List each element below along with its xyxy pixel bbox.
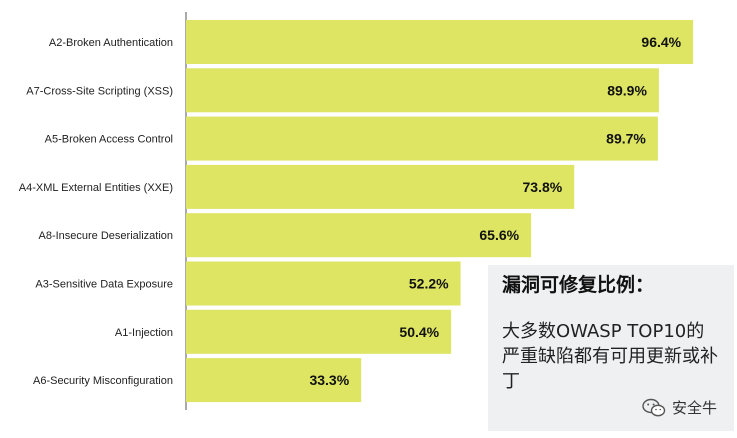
bar-3 — [186, 116, 658, 161]
category-label: A8-Insecure Deserialization — [38, 230, 173, 242]
category-label: A7-Cross-Site Scripting (XSS) — [26, 85, 173, 97]
bar-6 — [186, 261, 461, 306]
category-label: A1-Injection — [115, 327, 173, 339]
value-label: 89.7% — [606, 131, 646, 147]
category-label: A5-Broken Access Control — [45, 134, 173, 146]
annotation-title: 漏洞可修复比例： — [502, 274, 655, 296]
value-label: 89.9% — [607, 82, 647, 98]
bar-5 — [186, 213, 532, 258]
value-label: 65.6% — [479, 227, 519, 243]
bar-8 — [186, 358, 362, 403]
bars-group: A2-Broken Authentication 96.4% A7-Cross-Si… — [19, 20, 694, 403]
bar-2 — [186, 68, 659, 113]
value-label: 73.8% — [523, 179, 563, 195]
value-label: 96.4% — [641, 34, 681, 50]
value-label: 50.4% — [399, 324, 439, 340]
category-label: A6-Security Misconfiguration — [33, 375, 173, 387]
value-label: 52.2% — [409, 276, 449, 292]
category-label: A3-Sensitive Data Exposure — [35, 279, 173, 291]
bar-4 — [186, 164, 575, 209]
annotation-box: 漏洞可修复比例： 大多数OWASP TOP10的严重缺陷都有可用更新或补丁 — [488, 265, 734, 431]
watermark: 安全牛 — [642, 397, 717, 418]
bar-7 — [186, 309, 452, 354]
category-label: A4-XML External Entities (XXE) — [19, 182, 173, 194]
category-label: A2-Broken Authentication — [49, 37, 173, 49]
value-label: 33.3% — [309, 372, 349, 388]
watermark-text: 安全牛 — [671, 399, 717, 417]
annotation-body: 大多数OWASP TOP10的严重缺陷都有可用更新或补丁 — [502, 321, 718, 392]
wechat-icon — [642, 398, 666, 416]
bar-1 — [186, 20, 694, 64]
